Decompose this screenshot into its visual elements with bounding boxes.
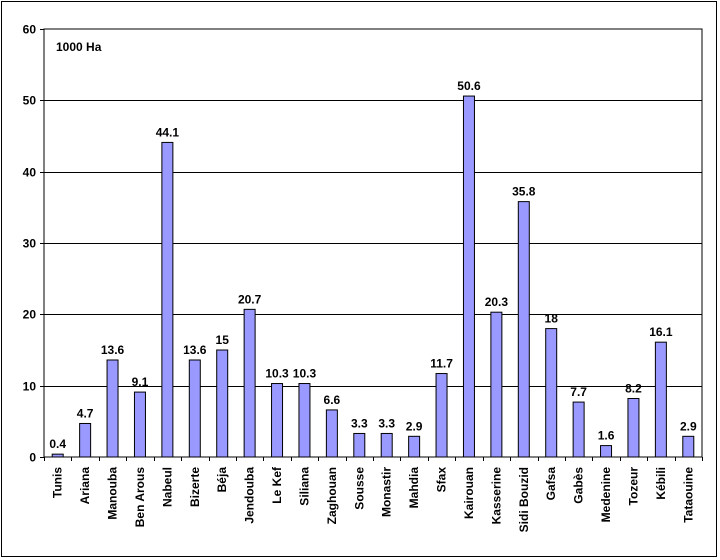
data-label: 9.1	[132, 375, 149, 389]
data-label: 13.6	[183, 343, 207, 357]
bar-nabeul	[161, 141, 174, 458]
bar-manouba	[106, 359, 119, 458]
x-tick-label: Sidi Bouzid	[517, 467, 531, 532]
bar-medenine	[600, 445, 613, 458]
data-label: 7.7	[570, 385, 587, 399]
x-tick-label: Béja	[215, 467, 229, 493]
data-label: 16.1	[649, 325, 673, 339]
data-label: 15	[216, 333, 230, 347]
x-tick-label: Kébili	[654, 467, 668, 500]
x-tick-label: Sfax	[435, 467, 449, 493]
bar-jendouba	[243, 308, 256, 458]
x-tick-label: Manouba	[106, 467, 120, 520]
bar-monastir	[380, 432, 393, 458]
data-label: 3.3	[351, 416, 368, 430]
unit-label: 1000 Ha	[56, 40, 102, 54]
x-tick-label: Gabès	[572, 467, 586, 504]
y-tick-label: 20	[23, 308, 37, 322]
bar-sidi-bouzid	[517, 201, 530, 458]
data-label: 8.2	[625, 382, 642, 396]
bar-kasserine	[490, 311, 503, 458]
x-tick-label: Kairouan	[462, 467, 476, 519]
bar-le-kef	[271, 383, 284, 458]
data-label: 44.1	[156, 125, 180, 139]
bar-béja	[216, 349, 229, 458]
x-tick-label: Tataouine	[681, 467, 695, 523]
bar-sousse	[353, 432, 366, 458]
bar-gafsa	[545, 328, 558, 458]
bar-ben-arous	[133, 391, 146, 458]
data-label: 11.7	[430, 357, 453, 371]
x-tick-label: Jendouba	[243, 467, 257, 524]
x-tick-label: Kasserine	[489, 467, 503, 525]
bar-tataouine	[682, 435, 695, 458]
data-label: 0.4	[49, 437, 66, 451]
bar-tozeur	[627, 398, 640, 458]
x-tick-label: Bizerte	[188, 467, 202, 507]
bar-bizerte	[188, 359, 201, 458]
data-label: 3.3	[378, 416, 395, 430]
data-label: 13.6	[101, 343, 125, 357]
data-label: 10.3	[293, 367, 317, 381]
data-label: 18	[545, 312, 559, 326]
y-tick-label: 10	[23, 380, 37, 394]
bar-mahdia	[408, 435, 421, 458]
x-tick-label: Siliana	[297, 467, 311, 506]
y-tick-label: 0	[29, 451, 36, 465]
y-tick-label: 30	[23, 237, 37, 251]
bar-tunis	[51, 453, 64, 458]
bars	[51, 95, 695, 458]
x-tick-label: Sousse	[352, 467, 366, 510]
data-label: 20.7	[238, 292, 262, 306]
y-tick-label: 50	[23, 94, 37, 108]
y-tick-label: 40	[23, 166, 37, 180]
x-tick-label: Monastir	[380, 467, 394, 517]
data-label: 4.7	[77, 406, 94, 420]
bar-siliana	[298, 383, 311, 458]
bar-kébili	[654, 341, 667, 458]
data-label: 1.6	[598, 429, 615, 443]
x-tick-label: Ben Arous	[133, 467, 147, 528]
x-tick-label: Tunis	[51, 467, 65, 498]
x-tick-label: Nabeul	[160, 467, 174, 507]
data-label: 50.6	[457, 79, 481, 93]
x-tick-label: Le Kef	[270, 466, 284, 504]
bar-ariana	[79, 422, 92, 458]
data-label: 20.3	[485, 295, 509, 309]
x-tick-label: Zaghouan	[325, 467, 339, 524]
data-label: 6.6	[324, 393, 341, 407]
data-label: 35.8	[512, 185, 536, 199]
data-label: 2.9	[406, 419, 423, 433]
x-tick-label: Ariana	[78, 467, 92, 505]
x-tick-label: Tozeur	[626, 467, 640, 506]
data-label: 10.3	[265, 367, 289, 381]
bar-kairouan	[462, 95, 475, 458]
x-tick-label: Gafsa	[544, 467, 558, 501]
x-tick-label: Mahdia	[407, 467, 421, 509]
bar-zaghouan	[325, 409, 338, 458]
y-tick-label: 60	[23, 23, 37, 37]
bar-gabès	[572, 401, 585, 458]
labels: 0 10 20 30 40 50 60 0.4 Tunis 4.7 Ariana 13.6 Manoub…	[23, 23, 697, 533]
data-label: 2.9	[680, 419, 697, 433]
axes	[40, 29, 703, 461]
x-tick-label: Medenine	[599, 467, 613, 523]
bar-sfax	[435, 373, 448, 458]
